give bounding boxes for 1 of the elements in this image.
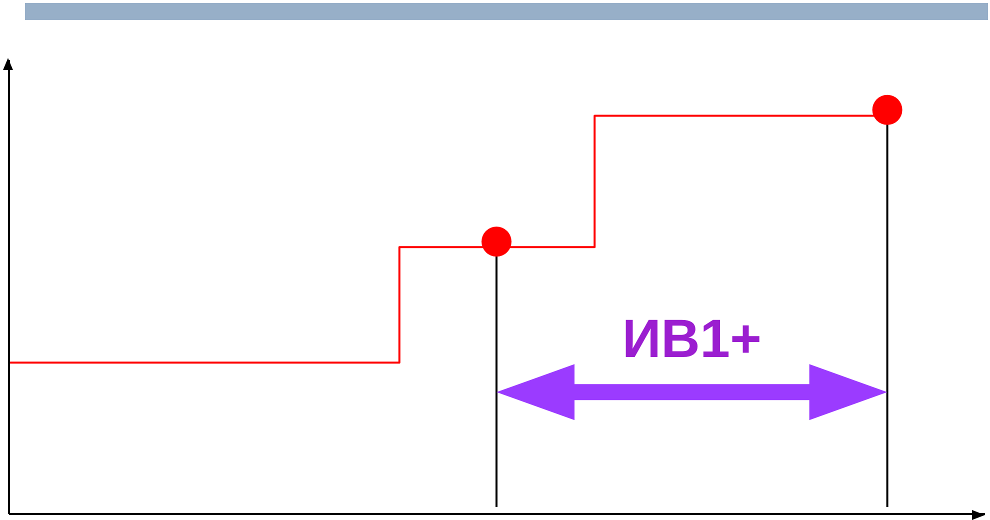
annotation: ИВ1+ <box>622 309 762 370</box>
